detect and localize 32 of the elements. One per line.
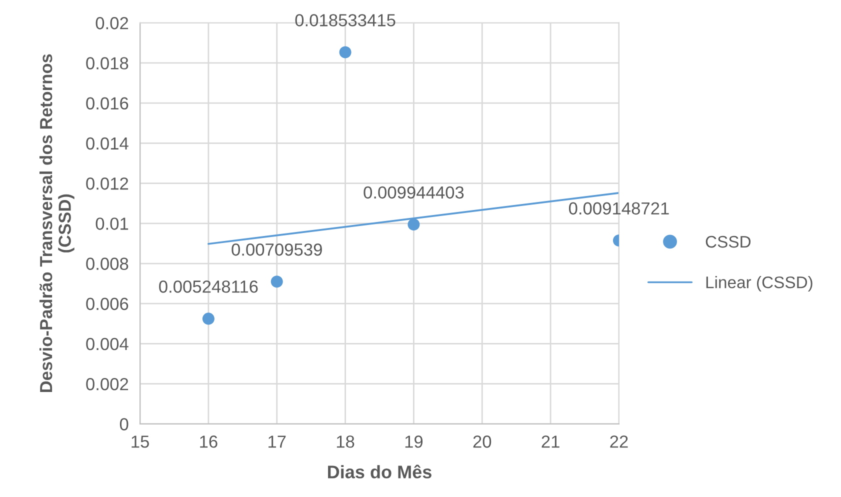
x-tick-label: 18 (336, 436, 354, 448)
x-tick-label: 17 (268, 436, 286, 448)
x-tick-label: 22 (610, 436, 628, 448)
y-tick-label: 0.018 (86, 57, 128, 70)
x-tick-label: 20 (473, 436, 492, 448)
data-label: 0.018533415 (295, 14, 396, 26)
data-label: 0.005248116 (159, 280, 258, 293)
legend-label: Linear (CSSD) (706, 276, 812, 292)
x-tick-label: 19 (405, 436, 423, 448)
data-label: 0.009944403 (364, 186, 464, 199)
y-tick-label: 0.008 (86, 258, 128, 270)
y-tick-label: 0.002 (86, 378, 128, 390)
data-label: 0.00709539 (232, 243, 322, 256)
point (202, 312, 214, 325)
point (339, 46, 352, 58)
x-tick-label: 15 (132, 436, 149, 448)
x-tick-label: 21 (542, 436, 560, 448)
y-tick-label: 0.01 (96, 218, 128, 230)
y-axis-title: Desvio-Padrão Transversal dos Retornos (CSSD) (39, 54, 74, 392)
y-tick-label: 0.016 (86, 97, 128, 110)
x-tick-label: 16 (200, 436, 218, 448)
point (270, 276, 283, 288)
legend-label: CSSD (706, 236, 751, 248)
y-tick-label: 0.004 (86, 338, 128, 350)
y-tick-label: 0.006 (86, 298, 128, 310)
data-label: 0.009148721 (568, 202, 669, 215)
y-tick-label: 0 (120, 418, 128, 430)
point (408, 218, 420, 231)
y-tick-label: 0.02 (96, 17, 128, 30)
x-axis-title: Dias do Mês (328, 464, 432, 478)
y-tick-label: 0.014 (86, 137, 128, 150)
y-tick-label: 0.012 (86, 177, 128, 190)
